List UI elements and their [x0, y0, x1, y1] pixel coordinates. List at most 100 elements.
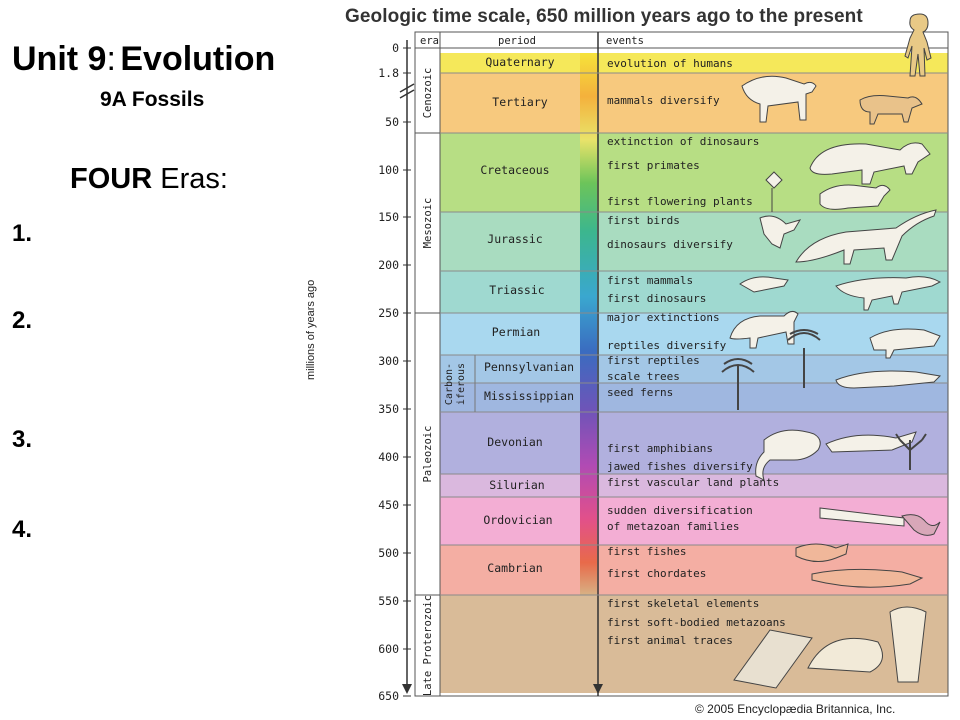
first-mammal-icon — [739, 276, 789, 293]
early-primate-icon — [819, 184, 891, 210]
eras-heading: FOUR Eras: — [70, 163, 228, 196]
period-name: Pennsylvanian — [484, 360, 574, 374]
large-mammal-icon — [741, 75, 817, 123]
era-number-1: 1. — [12, 220, 33, 247]
tick-label: 0 — [392, 41, 399, 55]
period-band-10 — [440, 474, 948, 497]
tick-label: 650 — [378, 689, 399, 703]
period-name: Jurassic — [487, 232, 542, 246]
unit-label: Unit 9 — [12, 40, 107, 78]
tick-label: 300 — [378, 354, 399, 368]
event-label: seed ferns — [607, 386, 673, 399]
period-name: Tertiary — [492, 95, 547, 109]
period-name: Silurian — [489, 478, 544, 492]
squid-icon — [901, 514, 941, 536]
eras-count: FOUR — [70, 163, 153, 195]
event-label: first dinosaurs — [607, 292, 706, 305]
spectrum-strip — [580, 53, 597, 595]
time-axis-arrow — [402, 684, 412, 694]
event-label: mammals diversify — [607, 94, 720, 107]
event-label: first vascular land plants — [607, 476, 779, 489]
tick-label: 100 — [378, 163, 399, 177]
event-label: scale trees — [607, 370, 680, 383]
slide-title: Unit 9: Evolution — [12, 40, 275, 79]
tick-label: 1.8 — [378, 66, 399, 80]
first-reptile-icon — [835, 370, 942, 389]
triceratops-icon — [809, 142, 931, 185]
period-name: Quaternary — [485, 55, 554, 69]
era-number-2: 2. — [12, 307, 33, 334]
event-label: major extinctions — [607, 311, 720, 324]
event-label: first fishes — [607, 545, 686, 558]
permian-reptile-icon — [869, 328, 941, 359]
eras-heading-rest: Eras: — [152, 163, 228, 195]
cone-fossil-icon — [889, 606, 927, 683]
tick-label: 150 — [378, 210, 399, 224]
sauropod-icon — [795, 209, 937, 265]
figure-labels: 0 1.8 50 100 150 200 250 300 350 400 450 500 550 600 6… — [378, 35, 786, 703]
vascular-plant-icon — [895, 433, 927, 470]
slide-subtitle: 9A Fossils — [100, 88, 205, 111]
carboniferous-label: Carbon- — [444, 363, 455, 405]
event-label: dinosaurs diversify — [607, 238, 733, 251]
event-label: extinction of dinosaurs — [607, 135, 759, 148]
header-era: era — [420, 35, 439, 47]
period-name: Cambrian — [487, 561, 542, 575]
figure-gridlines — [399, 31, 949, 697]
tick-label: 600 — [378, 642, 399, 656]
era-label: Paleozoic — [422, 426, 434, 483]
header-period: period — [498, 35, 536, 47]
event-label: first reptiles — [607, 354, 700, 367]
era-label: Late Proterozoic — [422, 595, 434, 696]
event-label: sudden diversification — [607, 504, 753, 517]
tick-label: 550 — [378, 594, 399, 608]
period-name: Cretaceous — [480, 163, 549, 177]
tick-label: 50 — [385, 115, 399, 129]
header-events: events — [606, 35, 644, 47]
era-number-4: 4. — [12, 516, 33, 543]
flowering-plant-icon — [765, 171, 783, 212]
first-chordate-icon — [811, 568, 924, 588]
period-band-1 — [440, 53, 948, 73]
human-figure-icon — [904, 13, 932, 77]
event-label: first skeletal elements — [607, 597, 759, 610]
era-number-3: 3. — [12, 426, 33, 453]
event-label: first primates — [607, 159, 700, 172]
synapsid-icon — [729, 310, 799, 349]
copyright-notice: © 2005 Encyclopædia Britannica, Inc. — [695, 702, 896, 716]
axis-break-mark — [399, 83, 415, 99]
event-label: evolution of humans — [607, 57, 733, 70]
period-name: Devonian — [487, 435, 542, 449]
event-label: first soft-bodied metazoans — [607, 616, 786, 629]
trace-fossil-slab-icon — [733, 629, 813, 689]
period-name: Mississippian — [484, 389, 574, 403]
event-label: jawed fishes diversify — [607, 460, 753, 473]
event-label: first animal traces — [607, 634, 733, 647]
shell-fossil-icon — [807, 637, 883, 673]
event-label: reptiles diversify — [607, 339, 727, 352]
scale-tree-icon — [721, 358, 755, 410]
period-name: Permian — [492, 325, 540, 339]
tick-label: 250 — [378, 306, 399, 320]
event-label: first birds — [607, 214, 680, 227]
event-label: first flowering plants — [607, 195, 753, 208]
armored-fish-icon — [755, 429, 821, 481]
event-label: first chordates — [607, 567, 706, 580]
fossil-illustrations — [721, 13, 942, 689]
small-mammal-icon — [859, 95, 923, 125]
permian-plant-icon — [787, 329, 821, 388]
period-name: Triassic — [489, 283, 544, 297]
figure-title: Geologic time scale, 650 million years a… — [345, 6, 863, 27]
first-fish-icon — [795, 543, 849, 562]
figure-frame — [414, 31, 949, 697]
event-label: first mammals — [607, 274, 693, 287]
period-band-6 — [440, 313, 948, 355]
tick-label: 500 — [378, 546, 399, 560]
period-name: Ordovician — [483, 513, 552, 527]
first-dinosaur-icon — [835, 276, 942, 311]
first-bird-icon — [759, 215, 802, 249]
carboniferous-label: iferous — [456, 363, 467, 405]
tick-label: 200 — [378, 258, 399, 272]
event-label: first amphibians — [607, 442, 713, 455]
